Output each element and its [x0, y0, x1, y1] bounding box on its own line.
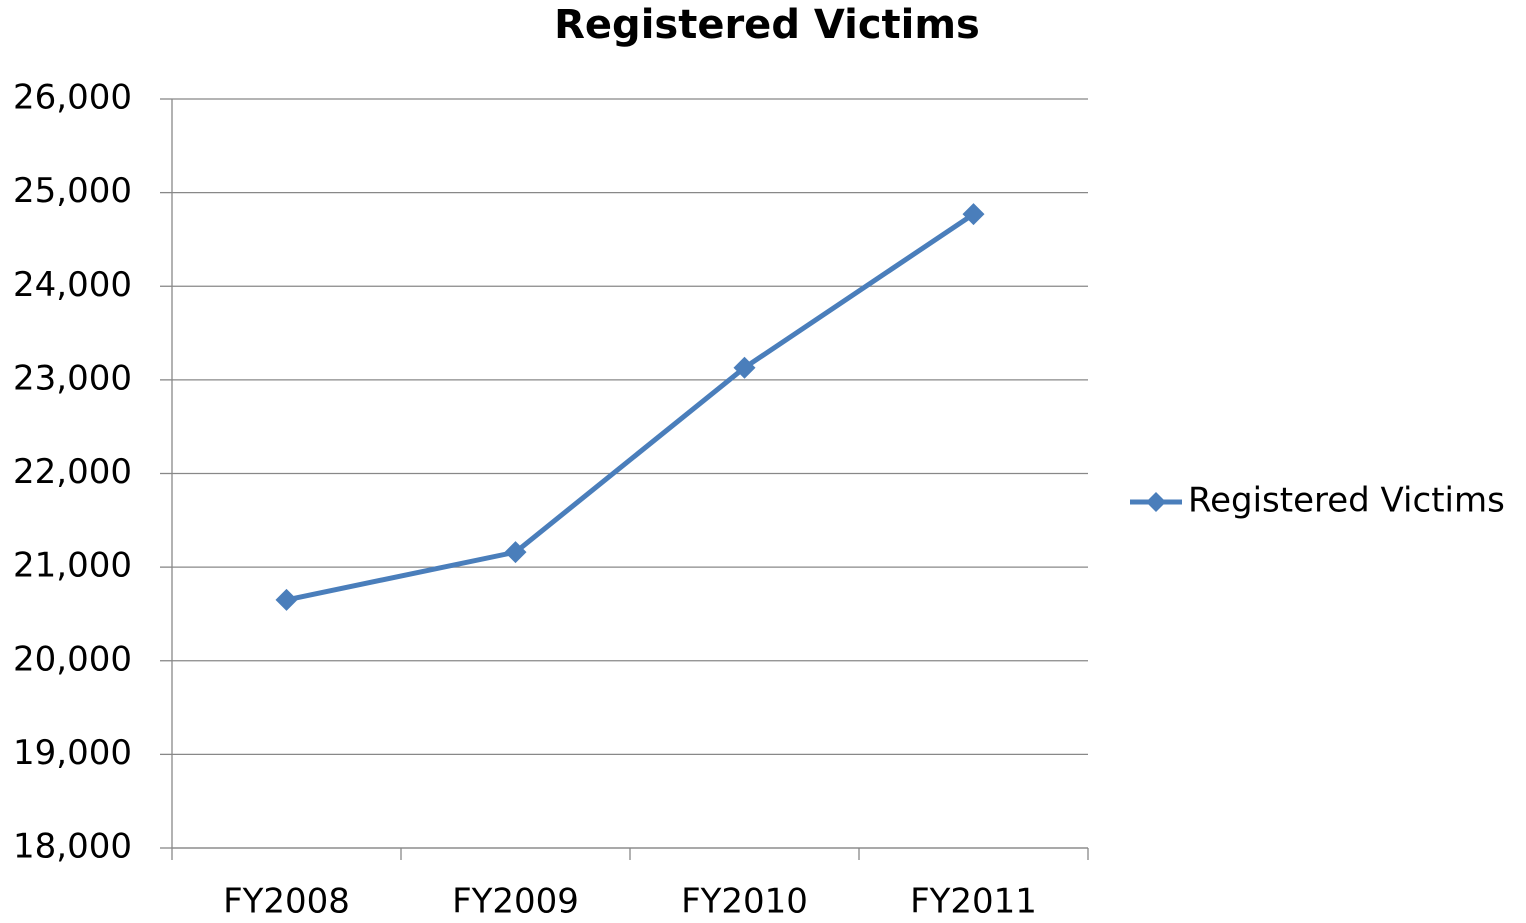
x-tick-label: FY2008 — [223, 882, 350, 922]
y-tick-label: 19,000 — [13, 733, 132, 773]
x-tick-label: FY2009 — [452, 882, 579, 922]
legend-label: Registered Victims — [1188, 481, 1505, 521]
legend-marker — [1146, 492, 1166, 512]
y-tick-label: 26,000 — [13, 78, 132, 118]
y-tick-label: 25,000 — [13, 171, 132, 211]
series-line — [285, 212, 975, 603]
y-tick-label: 18,000 — [13, 827, 132, 867]
y-tick-label: 20,000 — [13, 639, 132, 679]
y-tick-label: 24,000 — [13, 265, 132, 305]
marker — [275, 588, 298, 611]
y-tick-label: 22,000 — [13, 452, 132, 492]
marker — [962, 203, 985, 226]
marker — [733, 356, 756, 379]
x-tick-label: FY2010 — [681, 882, 808, 922]
chart-title: Registered Victims — [554, 2, 980, 48]
y-tick-label: 23,000 — [13, 358, 132, 398]
marker — [504, 541, 527, 564]
y-tick-label: 21,000 — [13, 546, 132, 586]
x-tick-label: FY2011 — [910, 882, 1037, 922]
